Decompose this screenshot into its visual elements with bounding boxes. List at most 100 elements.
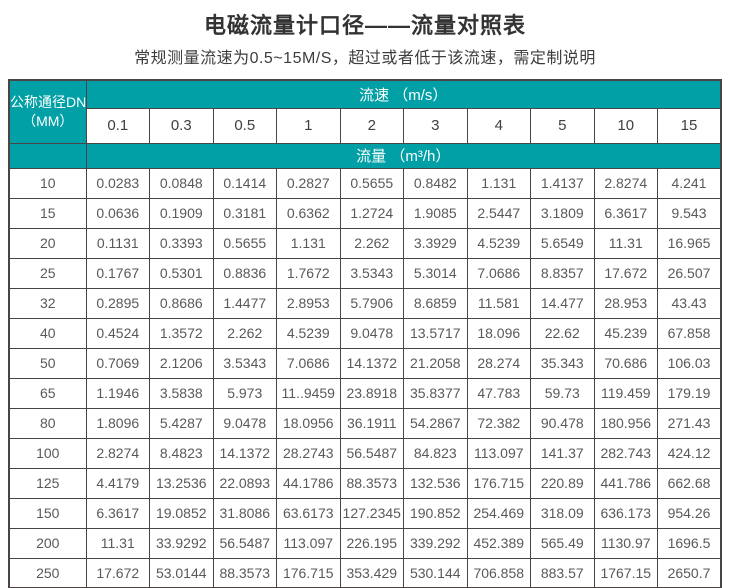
flow-value-cell: 47.783 xyxy=(466,377,531,409)
flow-value-cell: 23.8918 xyxy=(339,377,404,409)
flow-value-cell: 0.8836 xyxy=(212,257,277,289)
flow-value-cell: 883.57 xyxy=(530,557,595,588)
flow-value-cell: 452.389 xyxy=(466,527,531,559)
flow-value-cell: 2.262 xyxy=(212,317,277,349)
flow-value-cell: 190.852 xyxy=(403,497,468,529)
flow-value-cell: 0.1131 xyxy=(85,227,150,259)
dn-cell: 250 xyxy=(8,557,87,588)
flow-value-cell: 662.68 xyxy=(657,467,722,499)
flow-value-cell: 1.7672 xyxy=(276,257,341,289)
flow-value-cell: 33.9292 xyxy=(149,527,214,559)
flow-value-cell: 70.686 xyxy=(593,347,658,379)
table-body: 10 0.0283 0.0848 0.1414 0.2827 0.5655 0.8482 1.… xyxy=(8,167,722,588)
dn-cell: 150 xyxy=(8,497,87,529)
header-row-flow-band: 流量 （m³/h） xyxy=(8,142,722,169)
flow-value-cell: 0.3181 xyxy=(212,197,277,229)
flow-value-cell: 90.478 xyxy=(530,407,595,439)
header-row-velocity-band: 公称通径DN （MM） 流速 （m/s） xyxy=(8,79,722,144)
flow-value-cell: 119.459 xyxy=(593,377,658,409)
velocity-header-cell: 5 xyxy=(530,107,595,144)
flow-value-cell: 282.743 xyxy=(593,437,658,469)
flow-value-cell: 706.858 xyxy=(466,557,531,588)
table-row: 65 1.1946 3.5838 5.973 11..9459 23.8918 35.837… xyxy=(8,377,722,409)
flow-value-cell: 106.03 xyxy=(657,347,722,379)
flow-value-cell: 88.3573 xyxy=(212,557,277,588)
flow-value-cell: 56.5487 xyxy=(212,527,277,559)
flow-value-cell: 44.1786 xyxy=(276,467,341,499)
flow-value-cell: 2.262 xyxy=(339,227,404,259)
flow-value-cell: 36.1911 xyxy=(339,407,404,439)
flow-value-cell: 636.173 xyxy=(593,497,658,529)
flow-band-header: 流量 （m³/h） xyxy=(85,142,722,169)
table-row: 20 0.1131 0.3393 0.5655 1.131 2.262 3.3929 4.52… xyxy=(8,227,722,259)
flow-value-cell: 132.536 xyxy=(403,467,468,499)
flow-value-cell: 113.097 xyxy=(466,437,531,469)
flow-value-cell: 0.4524 xyxy=(85,317,150,349)
flow-value-cell: 6.3617 xyxy=(85,497,150,529)
flow-value-cell: 0.0848 xyxy=(149,167,214,199)
flow-value-cell: 67.858 xyxy=(657,317,722,349)
flow-value-cell: 4.5239 xyxy=(466,227,531,259)
flow-value-cell: 0.1767 xyxy=(85,257,150,289)
flow-value-cell: 1.131 xyxy=(276,227,341,259)
flow-value-cell: 16.965 xyxy=(657,227,722,259)
velocity-band-header: 流速 （m/s） xyxy=(85,79,722,109)
dn-cell: 65 xyxy=(8,377,87,409)
velocity-header-cell: 4 xyxy=(466,107,531,144)
flow-value-cell: 11.31 xyxy=(85,527,150,559)
flow-value-cell: 113.097 xyxy=(276,527,341,559)
flow-value-cell: 19.0852 xyxy=(149,497,214,529)
flow-value-cell: 176.715 xyxy=(466,467,531,499)
velocity-header-cell: 10 xyxy=(593,107,658,144)
table-row: 15 0.0636 0.1909 0.3181 0.6362 1.2724 1.9085 2.… xyxy=(8,197,722,229)
flow-value-cell: 5.973 xyxy=(212,377,277,409)
table-row: 32 0.2895 0.8686 1.4477 2.8953 5.7906 8.6859 11… xyxy=(8,287,722,319)
flow-value-cell: 56.5487 xyxy=(339,437,404,469)
flow-value-cell: 13.5717 xyxy=(403,317,468,349)
flow-value-cell: 9.543 xyxy=(657,197,722,229)
flow-value-cell: 21.2058 xyxy=(403,347,468,379)
flow-value-cell: 8.6859 xyxy=(403,287,468,319)
flow-value-cell: 5.6549 xyxy=(530,227,595,259)
flow-value-cell: 1.4137 xyxy=(530,167,595,199)
flow-value-cell: 88.3573 xyxy=(339,467,404,499)
flow-value-cell: 2.1206 xyxy=(149,347,214,379)
flow-value-cell: 1.1946 xyxy=(85,377,150,409)
table-row: 200 11.31 33.9292 56.5487 113.097 226.195 339.… xyxy=(8,527,722,559)
page-title: 电磁流量计口径——流量对照表 xyxy=(203,13,526,38)
flow-value-cell: 9.0478 xyxy=(212,407,277,439)
flow-value-cell: 1.8096 xyxy=(85,407,150,439)
flow-value-cell: 17.672 xyxy=(85,557,150,588)
velocity-header-cell: 0.5 xyxy=(212,107,277,144)
flow-value-cell: 22.0893 xyxy=(212,467,277,499)
flow-value-cell: 0.2827 xyxy=(276,167,341,199)
flow-value-cell: 1.9085 xyxy=(403,197,468,229)
flow-value-cell: 3.5838 xyxy=(149,377,214,409)
velocity-header-cell: 0.1 xyxy=(85,107,150,144)
flow-value-cell: 141.37 xyxy=(530,437,595,469)
flow-value-cell: 14.1372 xyxy=(212,437,277,469)
table-header: 公称通径DN （MM） 流速 （m/s） 0.1 0.3 0.5 1 2 3 4 5 10 15 … xyxy=(8,79,722,169)
flow-value-cell: 1130.97 xyxy=(593,527,658,559)
flow-value-cell: 254.469 xyxy=(466,497,531,529)
velocity-header-cell: 1 xyxy=(276,107,341,144)
table-row: 125 4.4179 13.2536 22.0893 44.1786 88.3573 132… xyxy=(8,467,722,499)
flow-value-cell: 0.2895 xyxy=(85,287,150,319)
flow-value-cell: 45.239 xyxy=(593,317,658,349)
flow-value-cell: 7.0686 xyxy=(466,257,531,289)
flow-value-cell: 3.1809 xyxy=(530,197,595,229)
flow-value-cell: 318.09 xyxy=(530,497,595,529)
flow-value-cell: 0.7069 xyxy=(85,347,150,379)
flow-comparison-table: 公称通径DN （MM） 流速 （m/s） 0.1 0.3 0.5 1 2 3 4 5 10 15 … xyxy=(8,79,722,588)
flow-value-cell: 353.429 xyxy=(339,557,404,588)
flow-value-cell: 1.3572 xyxy=(149,317,214,349)
flow-value-cell: 3.5343 xyxy=(339,257,404,289)
flow-value-cell: 2.8274 xyxy=(85,437,150,469)
flow-value-cell: 0.3393 xyxy=(149,227,214,259)
velocity-header-cell: 15 xyxy=(657,107,722,144)
dn-cell: 125 xyxy=(8,467,87,499)
flow-value-cell: 1767.15 xyxy=(593,557,658,588)
flow-value-cell: 53.0144 xyxy=(149,557,214,588)
dn-cell: 200 xyxy=(8,527,87,559)
flow-value-cell: 28.2743 xyxy=(276,437,341,469)
